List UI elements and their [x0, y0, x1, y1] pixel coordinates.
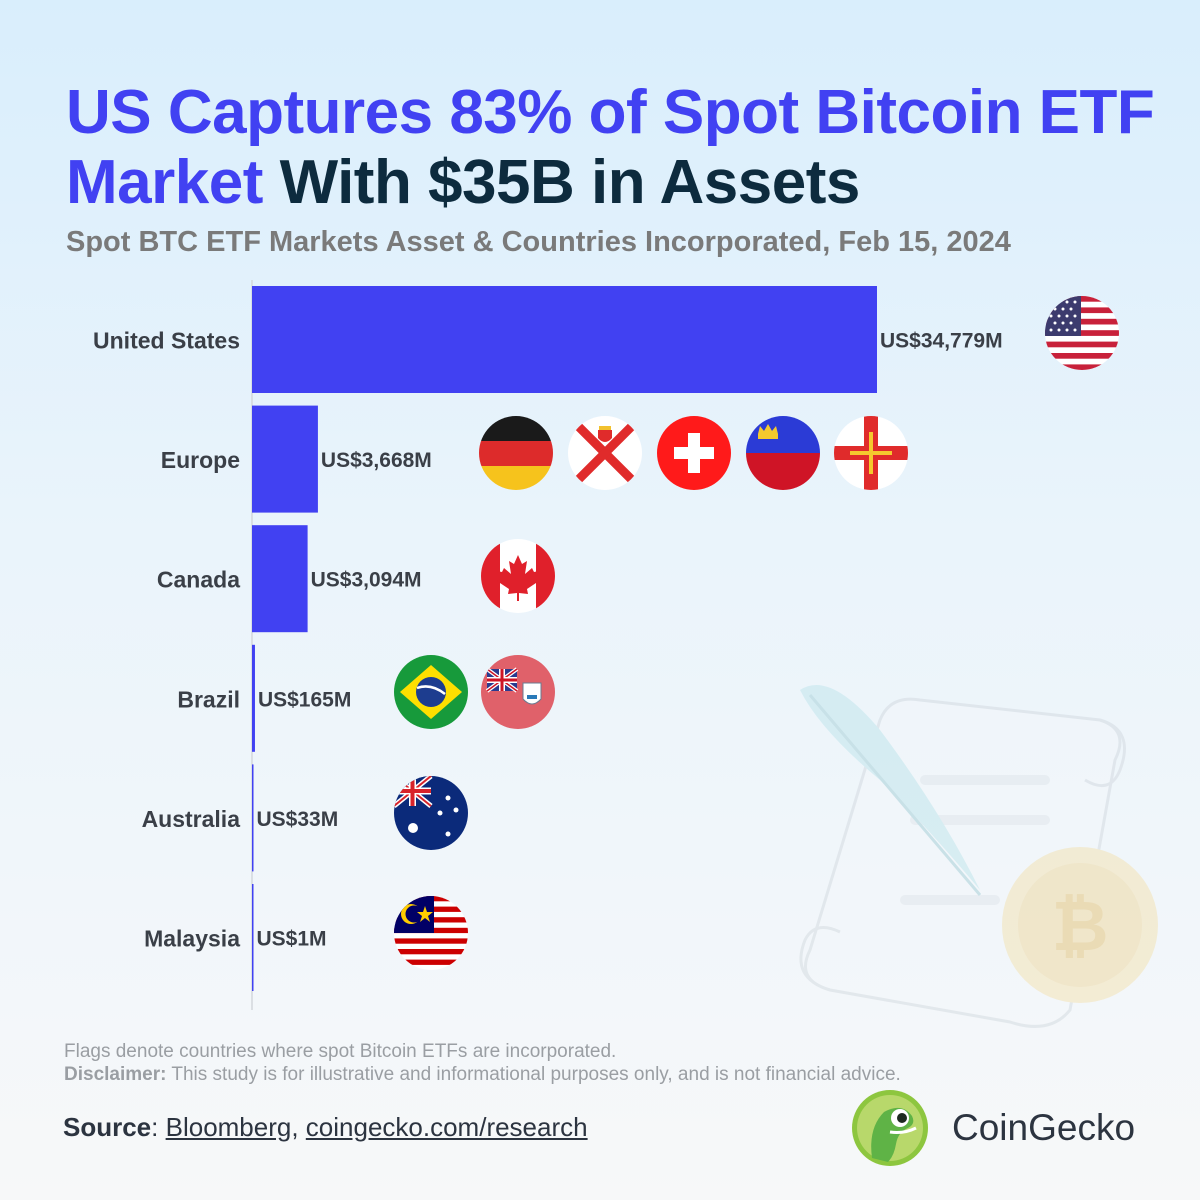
- bar: [252, 644, 255, 752]
- chart-title-accent: US Captures 83% of Spot Bitcoin ETF Mark…: [66, 78, 1155, 217]
- value-label: US$33M: [257, 808, 339, 831]
- bar: [252, 764, 254, 872]
- brand-name: CoinGecko: [952, 1107, 1136, 1148]
- chart-subtitle: Spot BTC ETF Markets Asset & Countries I…: [66, 226, 1011, 258]
- chart-title-rest: With $35B in Assets: [279, 148, 861, 217]
- source-line: Source: Bloomberg, coingecko.com/researc…: [63, 1112, 588, 1143]
- bloomberg-link[interactable]: Bloomberg: [165, 1112, 292, 1142]
- category-label: Malaysia: [144, 926, 240, 952]
- disclaimer-text: This study is for illustrative and infor…: [166, 1064, 901, 1085]
- coingecko-logo-icon: [852, 1090, 928, 1166]
- coingecko-brand: CoinGecko: [850, 1088, 1135, 1168]
- bermuda-flag-icon: [481, 655, 555, 729]
- category-label: Canada: [157, 567, 240, 593]
- bar: [252, 884, 254, 991]
- source-separator: :: [151, 1112, 166, 1142]
- category-label: Brazil: [177, 686, 240, 712]
- germany-flag-icon: [479, 416, 553, 490]
- category-label: United States: [93, 328, 240, 354]
- disclaimer: Disclaimer: This study is for illustrati…: [64, 1063, 901, 1086]
- chart-title: US Captures 83% of Spot Bitcoin ETF Mark…: [66, 78, 1166, 218]
- value-label: US$1M: [257, 928, 327, 951]
- malaysia-flag-icon: [394, 896, 468, 970]
- bar: [252, 286, 877, 393]
- jersey-flag-icon: [568, 416, 642, 490]
- value-label: US$3,094M: [311, 569, 422, 592]
- source-label: Source: [63, 1112, 152, 1142]
- svg-text:₿: ₿: [1051, 887, 1108, 965]
- brazil-flag-icon: [394, 655, 468, 729]
- switzerland-flag-icon: [657, 416, 731, 490]
- coingecko-research-link[interactable]: coingecko.com/research: [305, 1112, 588, 1142]
- australia-flag-icon: [394, 776, 468, 850]
- value-label: US$3,668M: [321, 449, 432, 472]
- bar: [252, 525, 308, 633]
- category-label: Australia: [142, 806, 241, 832]
- guernsey-flag-icon: [834, 416, 908, 490]
- footnote: Flags denote countries where spot Bitcoi…: [64, 1040, 901, 1086]
- bars-layer: United States US$34,779M Europe US$3,668M Ca…: [93, 280, 1003, 1010]
- liechtenstein-flag-icon: [746, 416, 820, 490]
- bar: [252, 405, 318, 513]
- canada-flag-icon: [481, 539, 555, 613]
- bar-chart: United States US$34,779M Europe US$3,668M Ca…: [93, 280, 1003, 1010]
- flags-note: Flags denote countries where spot Bitcoi…: [64, 1041, 617, 1062]
- us-flag-icon: [1045, 296, 1119, 370]
- value-label: US$34,779M: [880, 330, 1003, 353]
- disclaimer-label: Disclaimer:: [64, 1064, 167, 1085]
- scroll-illustration: ₿: [799, 685, 1158, 1028]
- value-label: US$165M: [258, 688, 351, 711]
- category-label: Europe: [161, 447, 240, 473]
- source-comma: ,: [291, 1112, 306, 1142]
